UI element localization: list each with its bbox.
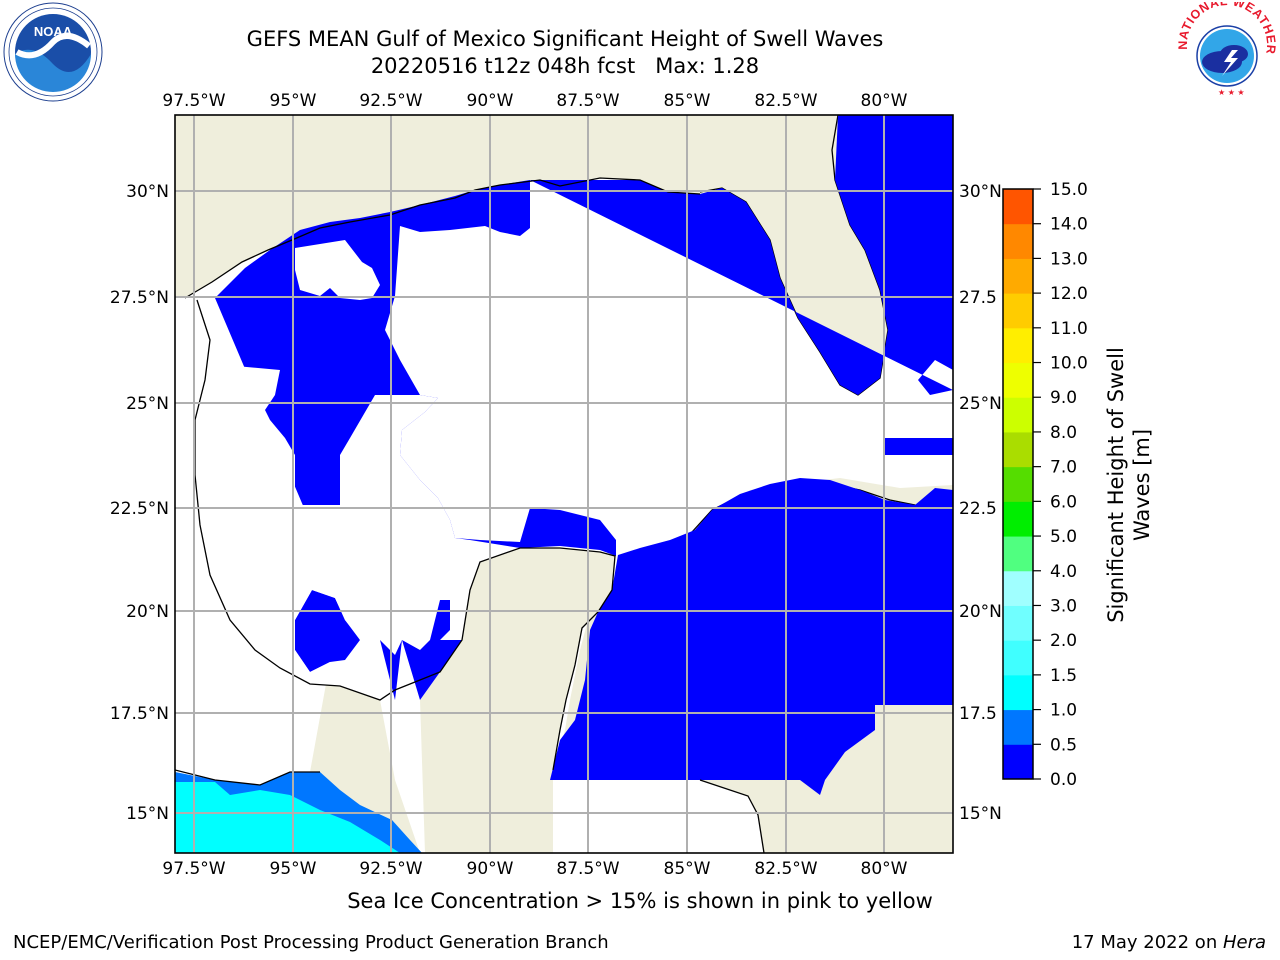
- colorbar-tick-label: 7.0: [1050, 458, 1077, 478]
- colorbar-tick-label: 1.5: [1050, 666, 1077, 686]
- svg-text:NOAA: NOAA: [34, 24, 73, 39]
- colorbar-tick-label: 0.0: [1050, 770, 1077, 790]
- lon-label-top: 95°W: [270, 91, 317, 111]
- colorbar-band: [1003, 293, 1033, 329]
- colorbar-band: [1003, 570, 1033, 606]
- map-frame: [174, 114, 954, 854]
- lon-label-bottom: 95°W: [270, 859, 317, 879]
- lat-label-right: 25°N: [959, 394, 1002, 414]
- gulf-coast: [175, 177, 765, 853]
- lon-label-top: 87.5°W: [556, 91, 619, 111]
- footer-credit: NCEP/EMC/Verification Post Processing Pr…: [13, 932, 609, 953]
- colorbar-tick-label: 11.0: [1050, 319, 1088, 339]
- colorbar-frame: [1002, 188, 1034, 780]
- swell-gap-small: [690, 408, 715, 436]
- colorbar-band: [1003, 640, 1033, 676]
- lat-label-left: 20°N: [126, 602, 169, 622]
- colorbar-band: [1003, 397, 1033, 433]
- colorbar-tick-label: 8.0: [1050, 423, 1077, 443]
- lon-label-top: 85°W: [664, 91, 711, 111]
- lon-label-top: 97.5°W: [162, 91, 225, 111]
- svg-text:★ ★ ★: ★ ★ ★: [1218, 88, 1245, 97]
- colorbar-band: [1003, 327, 1033, 364]
- colorbar-title-line-2: Waves [m]: [1130, 429, 1154, 541]
- colorbar-tick-label: 5.0: [1050, 527, 1077, 547]
- colorbar-band: [1003, 223, 1033, 259]
- colorbar-tick-label: 13.0: [1050, 249, 1088, 269]
- colorbar-tick-label: 6.0: [1050, 492, 1077, 512]
- lon-label-bottom: 85°W: [664, 859, 711, 879]
- colorbar-band: [1003, 674, 1033, 711]
- colorbar-ticks: 0.0 0.5 1.0 1.5 2.0 3.0 4.0 5.0 6.0 7.0 8.0 9.0 10.0…: [1033, 180, 1088, 790]
- lat-label-left: 25°N: [126, 394, 169, 414]
- nws-logo-icon: NATIONAL WEATHER SERVICE ★ ★ ★: [1176, 2, 1278, 100]
- colorbar-tick-label: 3.0: [1050, 596, 1077, 616]
- lat-label-right: 30°N: [959, 182, 1002, 202]
- footer-host: Hera: [1222, 932, 1266, 953]
- colorbar-band: [1003, 744, 1033, 780]
- colorbar-tick-label: 2.0: [1050, 631, 1077, 651]
- colorbar-band: [1003, 605, 1033, 641]
- lon-label-top: 82.5°W: [754, 91, 817, 111]
- lat-label-left: 22.5°N: [110, 499, 169, 519]
- colorbar-tick-label: 1.0: [1050, 701, 1077, 721]
- lat-label-left: 17.5°N: [110, 704, 169, 724]
- colorbar-title-line-1: Significant Height of Swell: [1104, 347, 1128, 623]
- chart-title: GEFS MEAN Gulf of Mexico Significant Hei…: [0, 26, 1130, 80]
- colorbar-band: [1003, 536, 1033, 572]
- lat-label-left: 15°N: [126, 804, 169, 824]
- sea-ice-caption: Sea Ice Concentration > 15% is shown in …: [347, 889, 933, 913]
- title-line-1: GEFS MEAN Gulf of Mexico Significant Hei…: [246, 27, 884, 51]
- swell-gap-west: [175, 298, 520, 785]
- colorbar-band: [1003, 362, 1033, 398]
- lon-label-bottom: 82.5°W: [754, 859, 817, 879]
- colorbar-band: [1003, 258, 1033, 294]
- lon-label-bottom: 90°W: [467, 859, 514, 879]
- footer-date-text: 17 May 2022 on: [1071, 932, 1223, 953]
- colorbar-tick-label: 4.0: [1050, 562, 1077, 582]
- colorbar-tick-label: 15.0: [1050, 180, 1088, 200]
- colorbar-tick-label: 10.0: [1050, 354, 1088, 374]
- gridlines: [175, 115, 953, 853]
- swell-gap-north: [295, 240, 380, 300]
- lon-label-bottom: 80°W: [861, 859, 908, 879]
- colorbar-band: [1003, 466, 1033, 502]
- colorbar-tick-label: 12.0: [1050, 284, 1088, 304]
- lat-label-left: 27.5°N: [110, 288, 169, 308]
- colorbar-band: [1003, 189, 1033, 225]
- lat-label-right: 27.5: [959, 288, 997, 308]
- lon-label-bottom: 92.5°W: [359, 859, 422, 879]
- colorbar-band: [1003, 709, 1033, 745]
- colorbar-band: [1003, 431, 1033, 468]
- colorbar-tick-label: 9.0: [1050, 388, 1077, 408]
- lon-label-top: 90°W: [467, 91, 514, 111]
- lat-label-right: 17.5: [959, 704, 997, 724]
- title-line-2: 20220516 t12z 048h fcst Max: 1.28: [370, 54, 760, 78]
- noaa-logo-icon: NOAA: [3, 2, 103, 102]
- lon-label-bottom: 87.5°W: [556, 859, 619, 879]
- lon-label-top: 80°W: [861, 91, 908, 111]
- colorbar-tick-label: 0.5: [1050, 735, 1077, 755]
- footer-date: 17 May 2022 on Hera: [1072, 932, 1266, 953]
- lat-label-right: 22.5: [959, 499, 997, 519]
- lon-label-top: 92.5°W: [359, 91, 422, 111]
- colorbar-band: [1003, 501, 1033, 537]
- colorbar: [1003, 189, 1033, 780]
- lat-label-left: 30°N: [126, 182, 169, 202]
- colorbar-tick-label: 14.0: [1050, 215, 1088, 235]
- pacific-swell-high: [175, 782, 400, 853]
- lon-label-bottom: 97.5°W: [162, 859, 225, 879]
- lat-label-right: 15°N: [959, 804, 1002, 824]
- lat-label-right: 20°N: [959, 602, 1002, 622]
